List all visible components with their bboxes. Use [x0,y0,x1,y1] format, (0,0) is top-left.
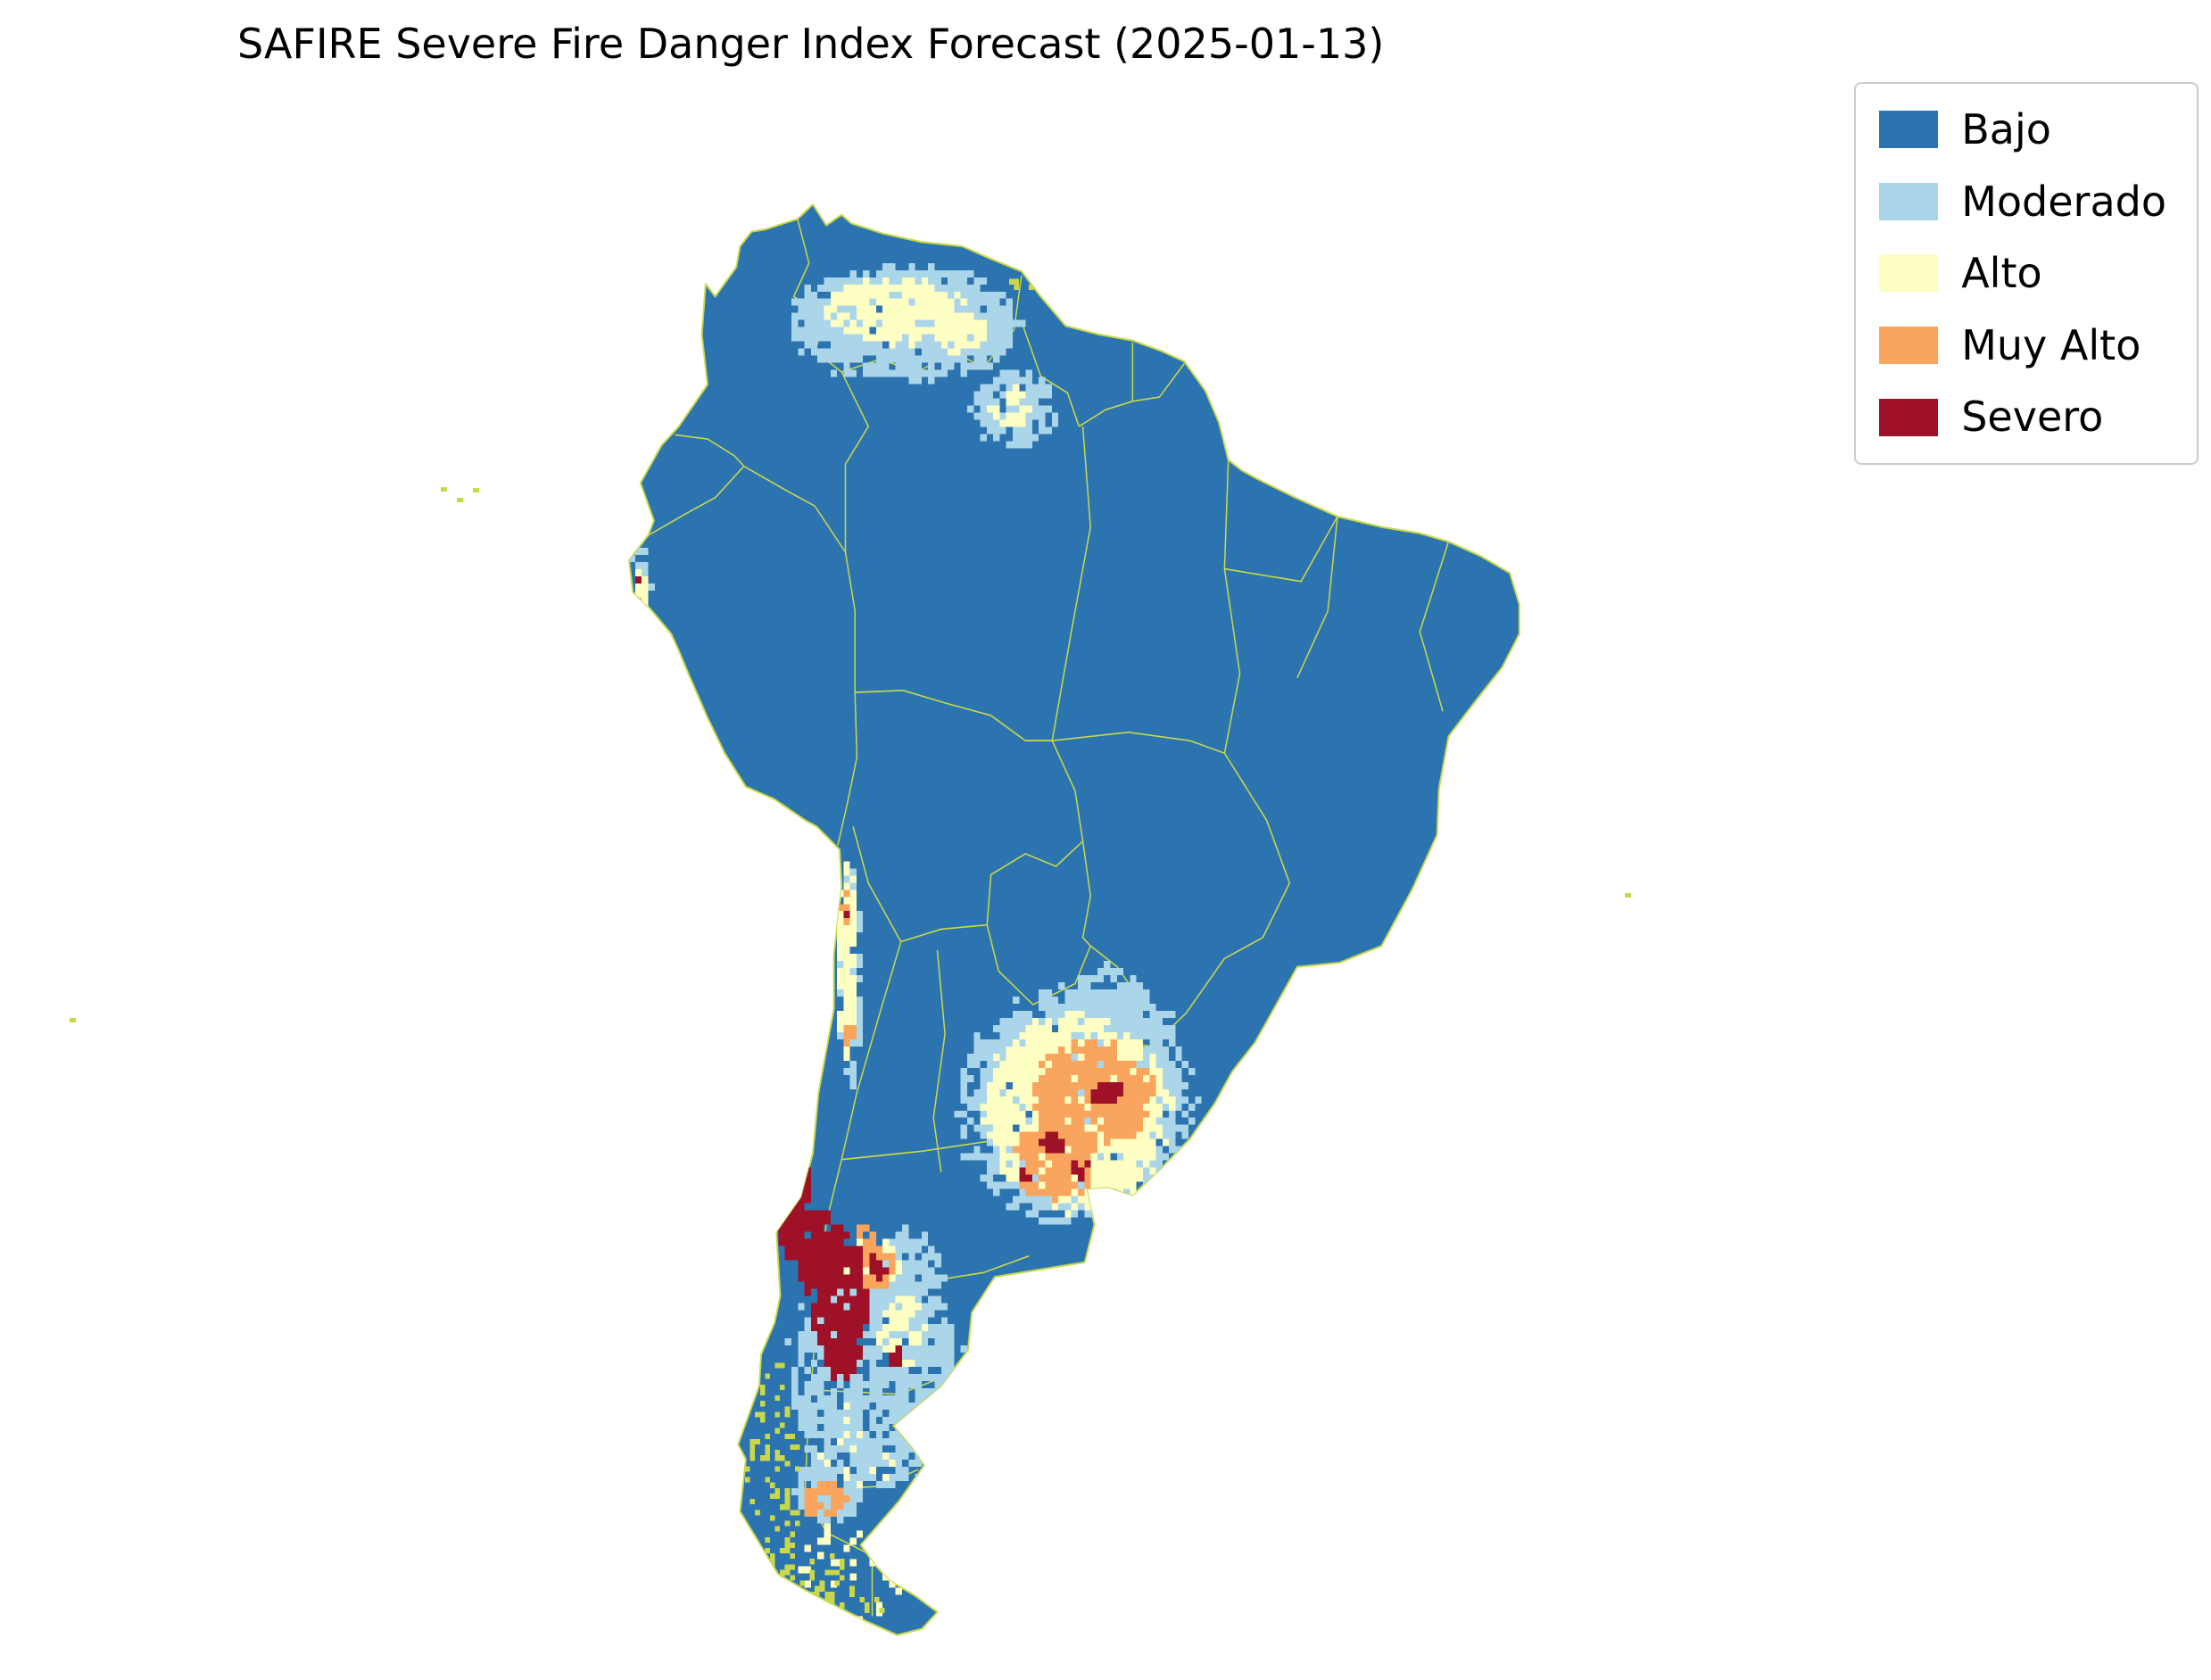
map-svg [628,203,1520,1636]
island-speck [473,488,479,492]
island-speck [441,487,447,492]
legend-item-muy_alto: Muy Alto [1879,323,2166,368]
island-speck [1625,893,1631,898]
legend: Bajo Moderado Alto Muy Alto Severo [1854,82,2199,465]
legend-swatch-bajo [1879,111,1939,149]
island-speck [70,1018,76,1022]
legend-item-severo: Severo [1879,394,2166,440]
legend-label-muy_alto: Muy Alto [1961,320,2141,369]
island-speck [457,498,463,502]
page-title: SAFIRE Severe Fire Danger Index Forecast… [237,20,1385,68]
legend-swatch-moderado [1879,182,1939,220]
legend-item-alto: Alto [1879,251,2166,296]
legend-swatch-severo [1879,398,1939,436]
legend-item-bajo: Bajo [1879,107,2166,153]
legend-label-alto: Alto [1961,249,2042,298]
legend-swatch-muy_alto [1879,327,1939,365]
legend-label-moderado: Moderado [1961,177,2166,226]
legend-swatch-alto [1879,254,1939,293]
legend-item-moderado: Moderado [1879,177,2166,226]
legend-label-severo: Severo [1961,393,2104,442]
legend-label-bajo: Bajo [1961,105,2051,153]
